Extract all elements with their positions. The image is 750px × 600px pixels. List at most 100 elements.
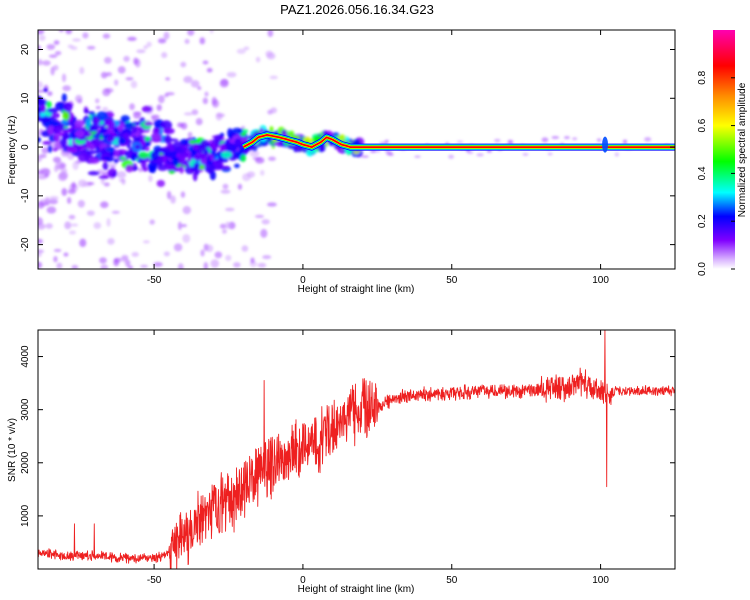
- spectrogram-noise-blob: [180, 122, 188, 130]
- spectrogram-energy-blob: [92, 137, 102, 147]
- spectrogram-noise-blob: [163, 251, 170, 257]
- spectrogram-noise-blob: [72, 38, 81, 42]
- spectrogram-energy-blob: [40, 112, 46, 118]
- spectrogram-noise-blob: [622, 139, 628, 144]
- spectrogram-energy-blob: [53, 133, 61, 142]
- spectrogram-noise-blob: [507, 139, 514, 145]
- spectrogram-energy-blob: [38, 136, 41, 143]
- spectrogram-noise-blob: [250, 257, 255, 264]
- spectrogram-energy-blob: [40, 105, 46, 111]
- spectrogram-energy-blob: [88, 157, 100, 164]
- spectrogram-energy-blob: [52, 147, 58, 152]
- spectrogram-noise-blob: [219, 79, 229, 88]
- spectrogram-noise-blob: [93, 222, 102, 230]
- spectrogram-noise-blob: [233, 262, 241, 268]
- spectrogram-energy-blob: [61, 93, 67, 103]
- snr-frame: [37, 329, 676, 570]
- spectrogram-noise-blob: [385, 151, 393, 156]
- spectrogram-energy-blob: [233, 163, 240, 168]
- spectrogram-noise-blob: [182, 233, 191, 243]
- spectrogram-noise-blob: [46, 206, 57, 214]
- spectrogram-noise-blob: [203, 262, 209, 269]
- spectrogram-energy-blob: [219, 132, 225, 138]
- spectrogram-energy-blob: [192, 143, 199, 151]
- spectrogram-energy-blob: [101, 147, 108, 156]
- spectrogram-noise-blob: [184, 38, 190, 44]
- spectrogram-noise-blob: [69, 230, 77, 235]
- spectrogram-energy-blob: [47, 107, 59, 114]
- spectrogram-energy-blob: [131, 125, 138, 134]
- spectrogram-energy-blob: [102, 156, 111, 160]
- spectrogram-noise-blob: [255, 157, 265, 164]
- spectrogram-energy-blob: [61, 127, 73, 133]
- spectrogram-noise-blob: [183, 75, 193, 84]
- spectrogram-noise-blob: [42, 60, 51, 66]
- spectrogram-energy-blob: [63, 102, 73, 112]
- spectrogram-noise-blob: [157, 38, 167, 44]
- snr-series-line: [38, 330, 675, 569]
- spectrogram-energy-blob: [138, 151, 149, 159]
- spectrogram-noise-blob: [448, 154, 455, 159]
- spectrogram-energy-blob: [87, 170, 100, 176]
- spectrogram-noise-blob: [95, 105, 101, 110]
- spectrogram-noise-blob: [261, 219, 270, 225]
- spectrogram-noise-blob: [71, 264, 79, 269]
- spectrogram-noise-blob: [146, 41, 152, 48]
- spectrogram-noise-blob: [48, 54, 58, 58]
- snr-x-tick-label: 100: [592, 575, 609, 586]
- spectrogram-noise-blob: [202, 97, 208, 105]
- spectrogram-energy-blob: [46, 101, 52, 109]
- spectrogram-energy-blob: [144, 136, 151, 142]
- spectrogram-energy-blob: [187, 154, 192, 163]
- spectrogram-noise-blob: [267, 109, 273, 115]
- spectrogram-energy-blob: [209, 154, 214, 162]
- spectrogram-energy-blob: [163, 127, 175, 135]
- spectrogram-y-tick-label: 0: [20, 144, 31, 150]
- spectrogram-energy-blob: [96, 111, 109, 121]
- spectrogram-noise-blob: [246, 171, 256, 178]
- spectrogram-noise-blob: [38, 175, 47, 180]
- spectrogram-noise-blob: [38, 89, 45, 93]
- spectrogram-energy-blob: [62, 111, 70, 121]
- spectrogram-noise-blob: [266, 202, 277, 207]
- spectrogram-noise-blob: [177, 263, 184, 269]
- spectrogram-noise-blob: [197, 86, 202, 90]
- spectrogram-y-tick-label: -10: [20, 188, 31, 203]
- spectrogram-energy-blob: [113, 158, 119, 164]
- spectrogram-noise-blob: [38, 261, 43, 269]
- spectrogram-noise-blob: [522, 153, 529, 156]
- spectrogram-energy-blob: [224, 138, 230, 148]
- spectrogram-noise-blob: [226, 71, 237, 78]
- spectrogram-noise-blob: [125, 77, 134, 81]
- spectrogram-energy-blob: [141, 138, 146, 147]
- spectrogram-noise-blob: [195, 117, 203, 126]
- spectrogram-noise-blob: [103, 182, 110, 187]
- spectrogram-noise-blob: [38, 251, 42, 258]
- spectrogram-x-tick-label: -50: [147, 275, 162, 286]
- spectrogram-noise-blob: [54, 50, 62, 56]
- spectrogram-noise-blob: [100, 71, 108, 79]
- spectrogram-energy-blob: [168, 170, 175, 174]
- spectrogram-noise-blob: [614, 152, 619, 157]
- spectrogram-noise-blob: [156, 104, 162, 111]
- spectrogram-energy-blob: [95, 132, 100, 137]
- spectrogram-energy-blob: [179, 165, 184, 174]
- spectrogram-noise-blob: [170, 195, 176, 204]
- snr-x-ticks: -50 0 50 100: [147, 330, 609, 586]
- spectrogram-noise-blob: [55, 161, 65, 170]
- colorbar-tick-label: 0.6: [697, 118, 708, 132]
- spectrogram-noise-blob: [56, 262, 63, 269]
- spectrogram-noise-blob: [199, 37, 206, 45]
- spectrogram-energy-blob: [151, 159, 160, 163]
- spectrogram-energy-blob: [88, 150, 96, 155]
- spectrogram-energy-blob: [106, 146, 115, 153]
- spectrogram-noise-blob: [38, 155, 42, 163]
- spectrogram-energy-blob: [159, 147, 171, 154]
- spectrogram-noise-blob: [110, 165, 116, 169]
- spectrogram-noise-blob: [79, 66, 85, 75]
- spectrogram-noise-blob: [137, 167, 144, 173]
- snr-y-tick-label: 1000: [20, 504, 31, 527]
- spectrogram-noise-blob: [222, 183, 229, 190]
- spectrogram-energy-blob: [156, 156, 164, 167]
- spectrogram-ridge: [241, 131, 675, 153]
